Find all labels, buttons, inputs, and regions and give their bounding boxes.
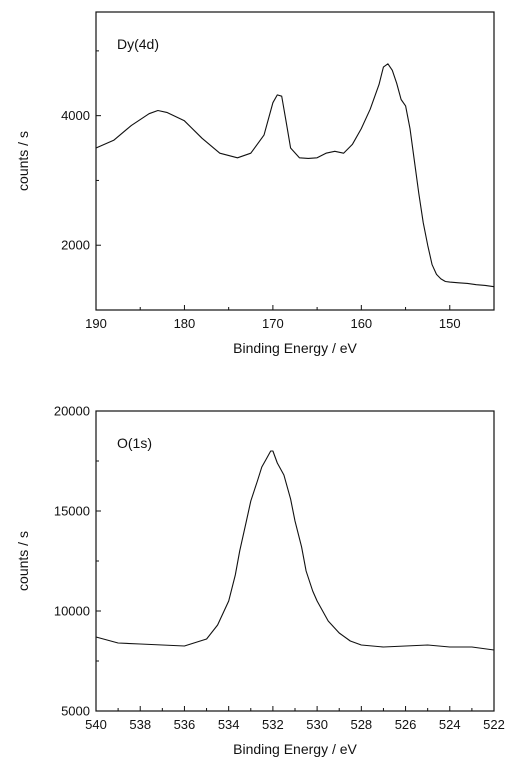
x-tick-label: 528 <box>350 717 372 732</box>
series-line-1 <box>95 63 495 288</box>
x-tick-label: 190 <box>85 316 107 331</box>
x-tick-label: 180 <box>174 316 196 331</box>
x-tick-label: 170 <box>262 316 284 331</box>
y-axis-title: counts / s <box>15 131 31 191</box>
x-tick-label: 150 <box>439 316 461 331</box>
y-tick-label: 20000 <box>54 404 90 419</box>
panel-label: Dy(4d) <box>117 36 159 52</box>
y-tick-label: 4000 <box>61 108 90 123</box>
y-tick-label: 15000 <box>54 504 90 519</box>
plot-frame <box>95 410 495 712</box>
x-tick-label: 522 <box>483 717 505 732</box>
panel-label: O(1s) <box>117 435 152 451</box>
x-tick-label: 160 <box>350 316 372 331</box>
series-line-1 <box>95 450 495 651</box>
y-tick-label: 2000 <box>61 238 90 253</box>
x-tick-label: 532 <box>262 717 284 732</box>
x-axis-title: Binding Energy / eV <box>233 340 357 356</box>
y-tick-label: 10000 <box>54 604 90 619</box>
x-tick-label: 524 <box>439 717 461 732</box>
x-tick-label: 534 <box>218 717 240 732</box>
plot-frame <box>95 11 495 311</box>
x-tick-label: 540 <box>85 717 107 732</box>
x-tick-label: 530 <box>306 717 328 732</box>
y-tick-label: 5000 <box>61 704 90 719</box>
x-tick-label: 538 <box>129 717 151 732</box>
x-tick-label: 526 <box>395 717 417 732</box>
chart-panel-1: 190 180 170 160 150 2000 4000 Binding Energy / … <box>15 11 495 356</box>
y-axis-title: counts / s <box>15 531 31 591</box>
x-axis-title: Binding Energy / eV <box>233 741 357 757</box>
chart-panel-2: 540 538 536 534 532 530 528 526 524 522 5000 10000 1… <box>15 404 505 758</box>
x-tick-label: 536 <box>174 717 196 732</box>
